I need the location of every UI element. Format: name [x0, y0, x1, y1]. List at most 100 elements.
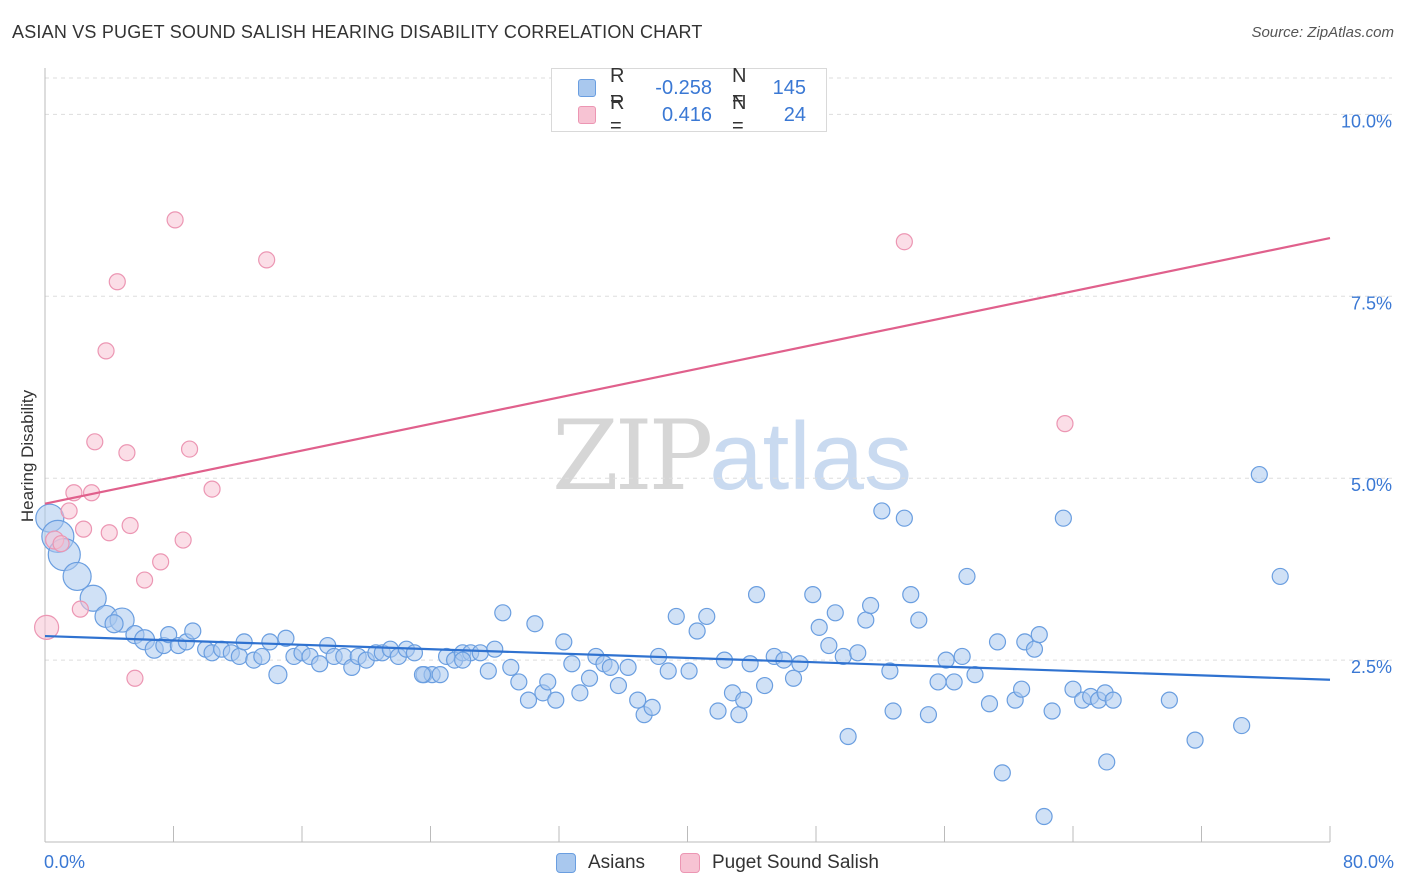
asian-point: [1250, 465, 1268, 484]
asian-point: [311, 655, 329, 673]
salish-point: [86, 433, 104, 451]
y-tick-label: 7.5%: [1351, 293, 1392, 313]
asian-point: [261, 633, 279, 651]
asian-point: [253, 647, 271, 666]
asian-point: [230, 647, 248, 666]
salish-point: [180, 440, 199, 458]
salish-trend-line: [44, 236, 1331, 505]
asian-point: [958, 567, 976, 586]
asians-legend-swatch: [556, 853, 576, 873]
salish-point: [126, 669, 144, 687]
asian-point: [619, 658, 637, 676]
asian-point: [730, 706, 748, 724]
asian-point: [413, 666, 432, 684]
asian-point: [268, 665, 288, 685]
legend-item-salish: Puget Sound Salish: [680, 852, 879, 874]
asian-point: [849, 644, 867, 662]
asian-point: [184, 622, 202, 640]
watermark-zip: ZIP: [552, 400, 713, 512]
salish-point: [174, 531, 192, 549]
legend-row-salish: R = 0.416 N = 24: [578, 92, 806, 137]
n-label: N =: [732, 65, 747, 110]
salish-point: [1056, 415, 1074, 433]
asian-point: [494, 604, 512, 622]
asian-point: [571, 684, 589, 702]
source-credit: Source: ZipAtlas.com: [1251, 24, 1394, 41]
asian-point: [486, 640, 504, 658]
asian-point: [563, 655, 581, 673]
asian-point: [881, 662, 899, 680]
asian-point: [1054, 509, 1072, 527]
n-value: 24: [783, 103, 806, 126]
asian-point: [937, 651, 955, 669]
correlation-legend: R = -0.258 N = 145 R = 0.416 N = 24: [551, 65, 827, 137]
asian-point: [680, 662, 698, 680]
asian-point: [659, 662, 677, 680]
salish-point: [100, 524, 118, 542]
asian-point: [1064, 680, 1082, 698]
salish-point: [118, 444, 136, 462]
asian-point: [966, 666, 984, 684]
asian-point: [1043, 702, 1061, 720]
asian-point: [709, 702, 727, 720]
asian-point: [667, 607, 685, 626]
legend-item-asians: Asians: [556, 852, 645, 874]
asian-point: [810, 618, 828, 636]
y-tick-label: 5.0%: [1351, 475, 1392, 495]
asian-point: [431, 666, 449, 684]
asian-point: [471, 644, 489, 662]
salish-point: [121, 516, 139, 535]
legend-row-asians: R = -0.258 N = 145: [578, 65, 806, 110]
x-tick-label-max: 80.0%: [1342, 852, 1394, 872]
salish-point: [152, 553, 170, 571]
n-label: N =: [732, 92, 747, 137]
salish-point: [97, 342, 115, 360]
asian-point: [857, 611, 875, 629]
chart-title: ASIAN VS PUGET SOUND SALISH HEARING DISA…: [12, 22, 703, 42]
salish-swatch: [578, 106, 596, 124]
asian-point: [1035, 807, 1053, 826]
asian-point: [502, 658, 520, 676]
asian-point: [873, 502, 891, 520]
asian-point: [820, 636, 838, 655]
asian-point: [454, 651, 472, 669]
salish-point: [34, 614, 60, 640]
asian-point: [609, 676, 628, 695]
r-value: -0.258: [655, 76, 712, 99]
asian-point: [643, 698, 661, 716]
asian-point: [479, 662, 497, 680]
asian-point: [62, 561, 92, 592]
y-tick-label: 2.5%: [1351, 657, 1392, 677]
salish-point: [135, 571, 154, 589]
legend-label-salish: Puget Sound Salish: [712, 852, 879, 873]
asian-point: [1233, 716, 1251, 735]
asian-point: [804, 586, 822, 604]
asian-point: [1098, 753, 1116, 771]
r-label: R =: [610, 65, 625, 110]
salish-point: [166, 211, 184, 229]
asian-point: [747, 586, 766, 604]
watermark-atlas: atlas: [709, 403, 912, 510]
salish-point: [71, 600, 89, 618]
salish-point: [203, 480, 221, 498]
asian-point: [277, 629, 295, 647]
asian-point: [1025, 640, 1044, 658]
asian-point: [510, 673, 528, 691]
asian-point: [629, 691, 647, 709]
salish-point: [108, 273, 126, 291]
asian-point: [1030, 626, 1048, 644]
x-tick-label-min: 0.0%: [44, 852, 86, 872]
n-value: 145: [772, 76, 806, 99]
asian-point: [735, 691, 753, 709]
asian-point: [519, 691, 538, 709]
asian-point: [945, 673, 963, 691]
asian-point: [884, 702, 902, 720]
asian-point: [862, 596, 880, 615]
asian-point: [698, 607, 716, 626]
asian-point: [902, 586, 920, 604]
asians-swatch: [578, 79, 596, 97]
asian-point: [741, 655, 759, 673]
r-value: 0.416: [661, 103, 712, 126]
asian-point: [929, 673, 947, 691]
